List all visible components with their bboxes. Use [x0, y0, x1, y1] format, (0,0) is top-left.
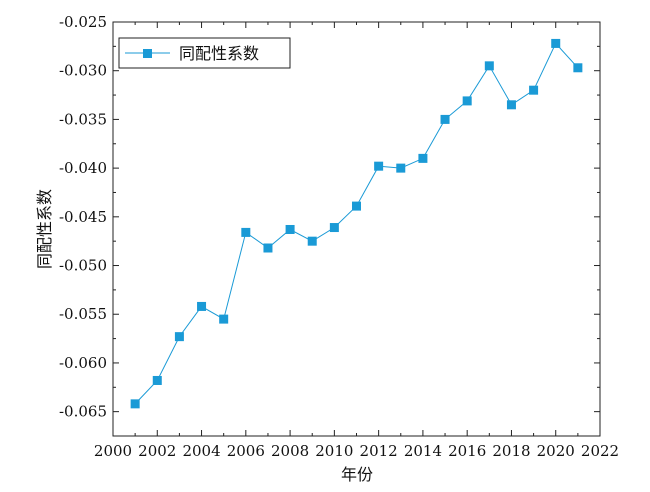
y-tick-label: -0.065	[59, 403, 107, 421]
x-tick-label: 2020	[537, 442, 575, 460]
y-tick-label: -0.030	[59, 62, 107, 80]
data-point	[329, 223, 339, 233]
y-tick-label: -0.055	[59, 305, 107, 323]
y-tick-label: -0.045	[59, 208, 107, 226]
y-axis-title: 同配性系数	[35, 189, 54, 269]
data-point	[241, 227, 251, 237]
data-point	[396, 163, 406, 173]
data-point	[440, 114, 450, 124]
x-tick-label: 2022	[581, 442, 619, 460]
y-tick-label: -0.035	[59, 110, 107, 128]
y-tick-label: -0.040	[59, 159, 107, 177]
x-tick-label: 2012	[360, 442, 398, 460]
data-point	[551, 38, 561, 48]
legend-marker	[143, 49, 152, 58]
series-line	[134, 42, 579, 405]
data-point	[352, 201, 361, 211]
x-tick-label: 2000	[94, 442, 132, 460]
data-point	[197, 301, 207, 311]
data-point	[285, 224, 295, 234]
series-layer	[130, 38, 583, 409]
y-tick-label: -0.025	[59, 13, 107, 31]
x-tick-label: 2008	[271, 442, 309, 460]
data-point	[374, 161, 384, 171]
data-point	[130, 399, 140, 409]
x-tick-label: 2002	[138, 442, 176, 460]
data-point	[152, 375, 162, 385]
data-point	[174, 332, 184, 342]
x-tick-label: 2016	[448, 442, 486, 460]
x-tick-label: 2014	[404, 442, 442, 460]
x-tick-label: 2010	[315, 442, 353, 460]
legend: 同配性系数	[118, 37, 291, 69]
x-axis-ticks: 2000 2002 2004 2006 2008 2010 2012 2014 2016 2018…	[94, 22, 619, 460]
data-point	[263, 243, 273, 253]
x-axis-title: 年份	[341, 465, 373, 484]
y-axis-ticks: -0.065 -0.060 -0.055 -0.050 -0.045 -0.040 -0.0…	[59, 13, 600, 437]
y-tick-label: -0.060	[59, 354, 107, 372]
legend-label: 同配性系数	[179, 44, 259, 63]
data-point	[307, 236, 317, 246]
data-point	[418, 153, 428, 163]
x-tick-label: 2018	[492, 442, 530, 460]
data-point	[219, 314, 229, 324]
x-tick-label: 2006	[227, 442, 265, 460]
y-tick-label: -0.050	[59, 257, 107, 275]
plot-frame	[112, 21, 601, 437]
x-tick-label: 2004	[182, 442, 220, 460]
data-point	[573, 63, 583, 73]
data-point	[529, 85, 539, 95]
data-point	[484, 61, 494, 71]
data-point	[462, 96, 472, 106]
data-point	[506, 100, 516, 110]
